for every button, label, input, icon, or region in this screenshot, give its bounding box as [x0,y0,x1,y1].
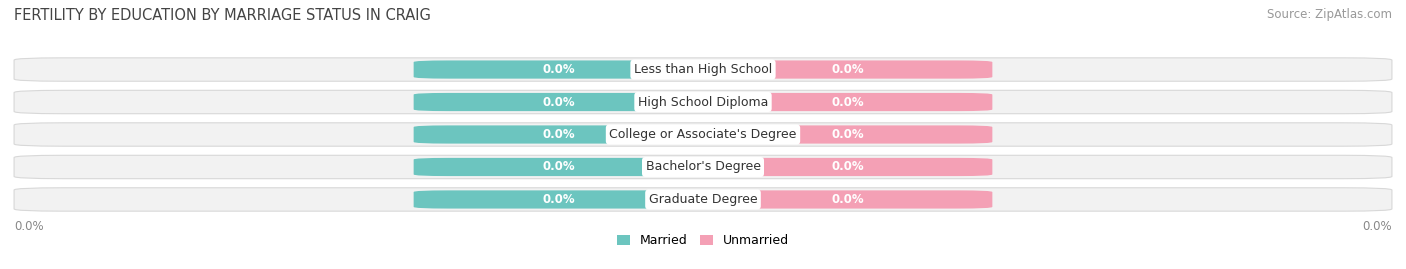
FancyBboxPatch shape [413,61,703,79]
Text: 0.0%: 0.0% [14,220,44,233]
Text: High School Diploma: High School Diploma [638,95,768,108]
Text: 0.0%: 0.0% [831,193,865,206]
FancyBboxPatch shape [14,90,1392,114]
FancyBboxPatch shape [14,155,1392,179]
Text: 0.0%: 0.0% [831,128,865,141]
Text: FERTILITY BY EDUCATION BY MARRIAGE STATUS IN CRAIG: FERTILITY BY EDUCATION BY MARRIAGE STATU… [14,8,430,23]
Text: College or Associate's Degree: College or Associate's Degree [609,128,797,141]
FancyBboxPatch shape [703,158,993,176]
Text: 0.0%: 0.0% [541,63,575,76]
FancyBboxPatch shape [703,190,993,208]
Legend: Married, Unmarried: Married, Unmarried [612,229,794,252]
Text: 0.0%: 0.0% [831,63,865,76]
FancyBboxPatch shape [14,58,1392,81]
Text: Bachelor's Degree: Bachelor's Degree [645,161,761,174]
Text: 0.0%: 0.0% [541,128,575,141]
Text: 0.0%: 0.0% [541,193,575,206]
Text: 0.0%: 0.0% [1362,220,1392,233]
FancyBboxPatch shape [14,123,1392,146]
FancyBboxPatch shape [703,61,993,79]
Text: 0.0%: 0.0% [831,95,865,108]
FancyBboxPatch shape [413,190,703,208]
Text: Source: ZipAtlas.com: Source: ZipAtlas.com [1267,8,1392,21]
FancyBboxPatch shape [14,188,1392,211]
FancyBboxPatch shape [703,93,993,111]
Text: Less than High School: Less than High School [634,63,772,76]
FancyBboxPatch shape [703,125,993,144]
Text: 0.0%: 0.0% [831,161,865,174]
FancyBboxPatch shape [413,125,703,144]
Text: 0.0%: 0.0% [541,161,575,174]
Text: Graduate Degree: Graduate Degree [648,193,758,206]
FancyBboxPatch shape [413,93,703,111]
Text: 0.0%: 0.0% [541,95,575,108]
FancyBboxPatch shape [413,158,703,176]
